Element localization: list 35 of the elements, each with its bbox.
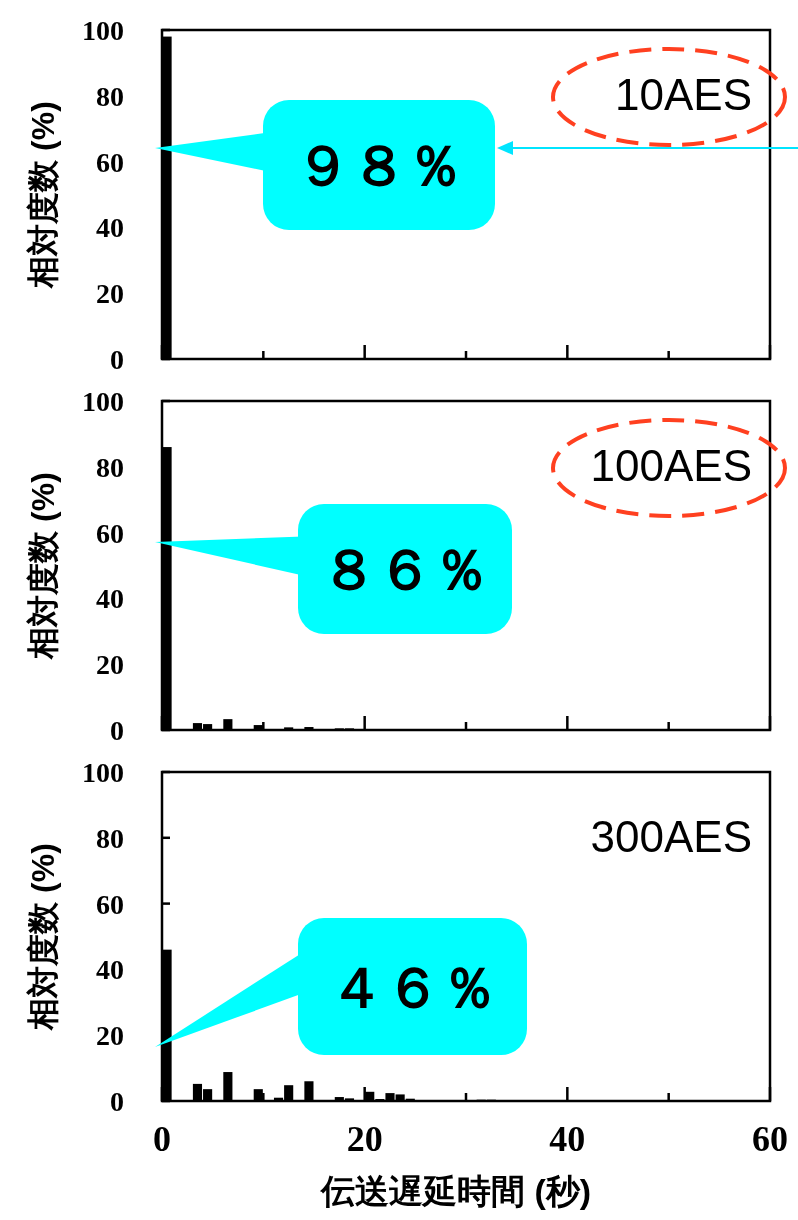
y-axis-title: 相対度数 (%) [25,101,61,289]
y-tick-label: 80 [96,451,124,483]
annotation: ４６％ [328,955,497,1019]
text: 300AES [590,812,752,861]
y-tick-label: 100 [82,15,124,46]
text: 10AES [615,70,752,119]
y-tick-label: 40 [96,583,124,615]
x-tick-label: 0 [153,1119,171,1159]
y-tick-label: 100 [82,386,124,417]
y-tick-label: 0 [110,1086,124,1117]
y-tick-label: 20 [96,649,124,681]
y-tick-label: 80 [96,80,124,112]
callout: ８６％ [155,504,512,634]
y-tick-label: 0 [110,344,124,375]
callout: ９８％ [155,100,495,230]
y-tick-label: 100 [82,757,124,788]
annotation: ９８％ [295,134,463,197]
y-axis-title: 相対度数 (%) [25,843,61,1031]
y-tick-label: 0 [110,715,124,746]
y-tick-label: 20 [96,1020,124,1052]
y-tick-label: 20 [96,278,124,310]
y-axis-title: 相対度数 (%) [25,472,61,660]
y-tick-label: 40 [96,212,124,244]
x-tick-label: 60 [752,1119,788,1159]
y-tick-label: 40 [96,954,124,986]
y-tick-label: 60 [96,146,124,178]
callout: ４６％ [155,918,527,1055]
text: 100AES [590,441,752,490]
y-tick-label: 60 [96,888,124,920]
y-tick-label: 80 [96,822,124,854]
y-tick-label: 60 [96,517,124,549]
x-axis-title: 伝送遅延時間 (秒) [318,1172,592,1210]
x-tick-label: 40 [549,1119,586,1159]
x-tick-label: 20 [346,1119,383,1159]
annotation: ８６％ [321,538,489,601]
